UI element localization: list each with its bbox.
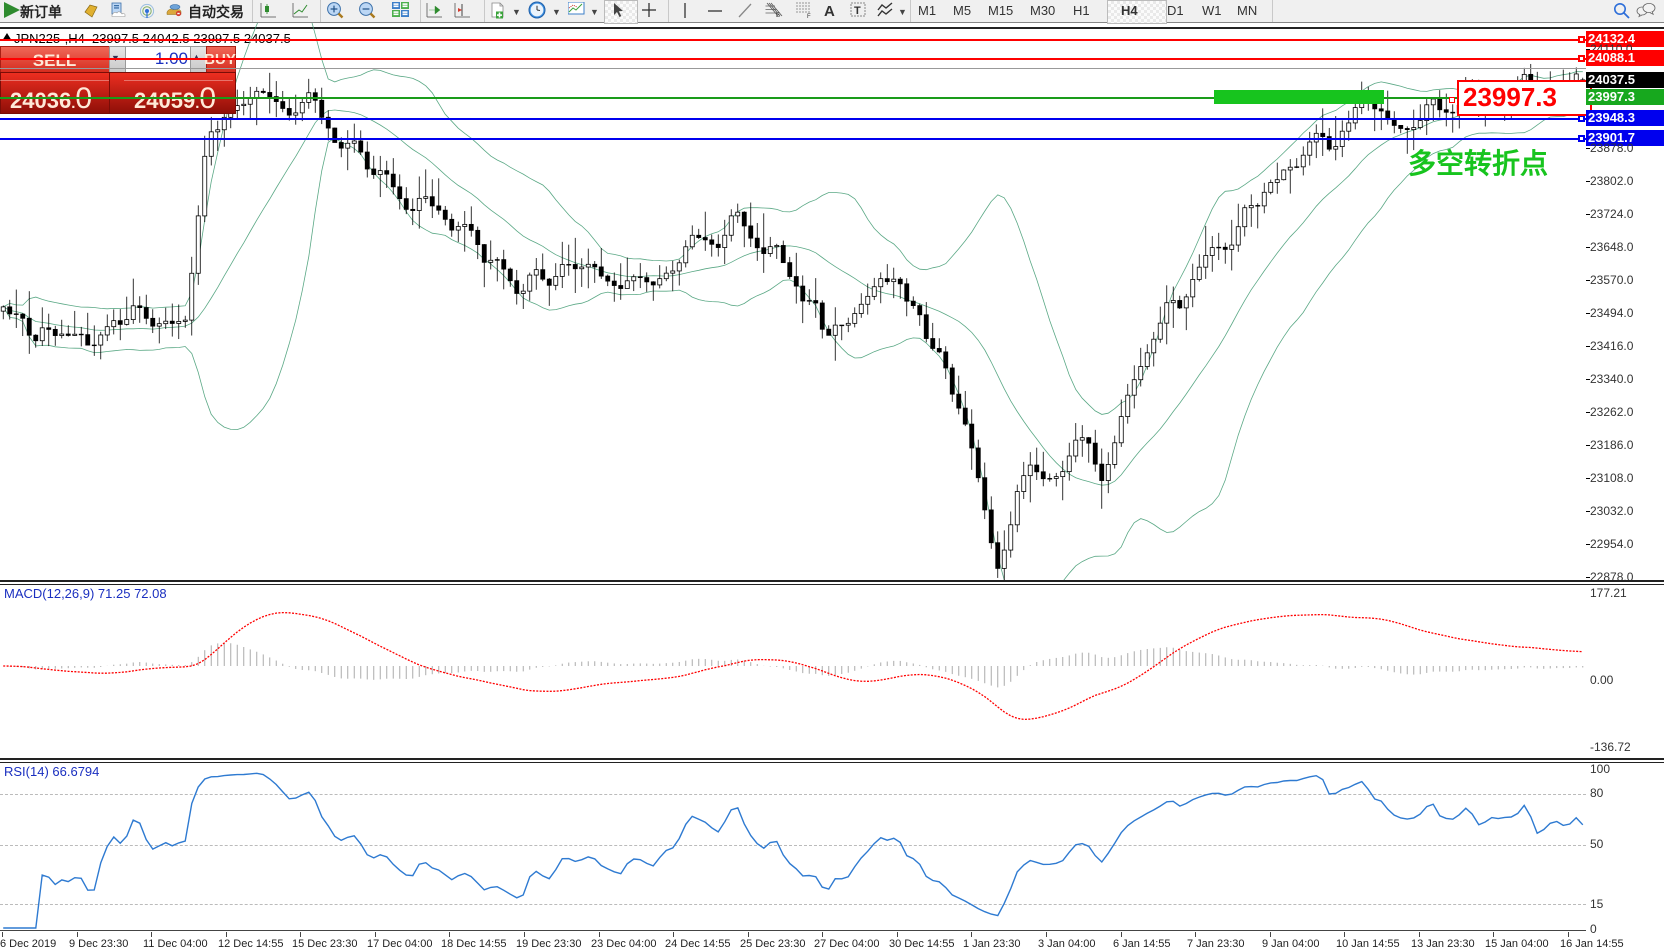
- svg-text:T: T: [854, 5, 861, 17]
- svg-text:F: F: [807, 14, 811, 20]
- svg-text:E: E: [776, 13, 780, 19]
